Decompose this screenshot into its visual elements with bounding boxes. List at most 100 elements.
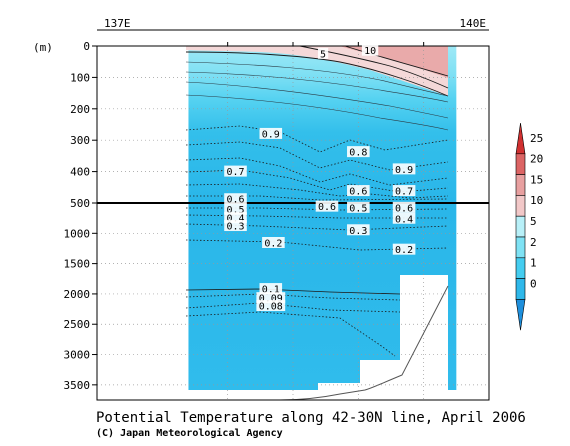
contour-label: 0.9 bbox=[262, 129, 280, 140]
colorbar-segment bbox=[515, 195, 526, 217]
contour-label: 0.08 bbox=[259, 302, 283, 313]
colorbar-label: 20 bbox=[530, 153, 543, 166]
contour-label-box bbox=[347, 201, 370, 213]
colorbar-label: 25 bbox=[530, 132, 543, 145]
contour-label-box bbox=[392, 243, 416, 255]
y-tick-label: 3500 bbox=[64, 379, 91, 392]
contour-label: 5 bbox=[320, 49, 326, 60]
y-tick-label: 200 bbox=[70, 103, 90, 116]
contour-label: 0.2 bbox=[264, 239, 282, 250]
y-tick-label: 300 bbox=[70, 134, 90, 147]
y-tick-label: 0 bbox=[83, 40, 90, 53]
contour-label-box bbox=[256, 292, 286, 304]
warm-core-layer bbox=[340, 46, 448, 78]
contour-label-box bbox=[224, 203, 247, 215]
colorbar-label: 15 bbox=[530, 173, 543, 186]
contour-label-box bbox=[224, 165, 247, 177]
contour-label-box bbox=[347, 146, 370, 158]
contour-label-box bbox=[317, 47, 329, 59]
contour-label: 0.8 bbox=[349, 148, 367, 159]
sea-floor-mask-5 bbox=[186, 275, 448, 400]
contour-label-box bbox=[262, 237, 285, 249]
contour-line-solid bbox=[344, 45, 449, 77]
y-tick-label: 100 bbox=[70, 71, 90, 84]
contour-label-box bbox=[392, 201, 416, 213]
contour-label: 0.1 bbox=[262, 285, 280, 296]
colorbar-segment bbox=[515, 257, 526, 279]
contour-line-solid bbox=[185, 94, 449, 131]
contour-label: 0.6 bbox=[318, 202, 336, 213]
colorbar-label: 2 bbox=[530, 236, 537, 249]
colorbar-label: 0 bbox=[530, 277, 537, 290]
contour-label-box bbox=[224, 193, 247, 205]
contour-label: 0.7 bbox=[226, 167, 244, 178]
colorbar-segment bbox=[515, 278, 526, 300]
colorbar-segment bbox=[515, 299, 526, 331]
contour-label: 0.6 bbox=[395, 203, 413, 214]
y-tick-label: 1000 bbox=[64, 227, 91, 240]
contour-line-solid bbox=[185, 51, 449, 97]
contour-label-box bbox=[259, 283, 283, 295]
contour-labels: 5 100.90.80.90.70.6 0.70.60.5 0.6 0.5 0.60.4 0… bbox=[224, 44, 416, 313]
contour-line-solid bbox=[185, 71, 449, 103]
colorbar-label: 1 bbox=[530, 257, 537, 270]
contour-label-box bbox=[224, 220, 247, 232]
chart-credit: (C) Japan Meteorological Agency bbox=[96, 428, 283, 439]
x-axis: 137E 140E bbox=[104, 17, 486, 30]
contour-line-solid bbox=[185, 288, 401, 295]
warm-surface-layer bbox=[186, 46, 448, 96]
contour-label-box bbox=[315, 200, 339, 212]
contour-label: 0.9 bbox=[395, 165, 413, 176]
y-axis: (m) 0 100 200 300 400 500 1000 1500 2000 2500 3000 3… bbox=[33, 40, 97, 392]
plot-frame bbox=[96, 29, 490, 401]
contour-line-dotted bbox=[185, 183, 449, 199]
contour-label-box bbox=[392, 163, 416, 175]
y-tick-label: 1500 bbox=[64, 258, 91, 271]
contour-label: 0.6 bbox=[349, 187, 367, 198]
contour-label: 0.4 bbox=[226, 214, 244, 225]
colorbar-label: 10 bbox=[530, 194, 543, 207]
contour-line-dotted bbox=[185, 311, 396, 357]
y-tick-label: 2000 bbox=[64, 288, 91, 301]
y-tick-label: 500 bbox=[70, 197, 90, 210]
colorbar-segment bbox=[515, 153, 526, 175]
sea-floor-mask-4 bbox=[186, 390, 448, 400]
contour-line-dotted bbox=[185, 157, 449, 186]
y-tick-label: 3000 bbox=[64, 349, 91, 362]
contour-line-dotted bbox=[185, 302, 401, 313]
temperature-field bbox=[186, 46, 457, 401]
contour-label: 10 bbox=[364, 46, 376, 57]
colorbar-segment bbox=[515, 122, 526, 155]
contour-line-dotted bbox=[185, 223, 449, 231]
contour-line-dotted bbox=[185, 293, 401, 301]
contour-label: 0.09 bbox=[259, 294, 283, 305]
contour-label-box bbox=[256, 300, 286, 312]
contour-label-box bbox=[347, 185, 370, 197]
x-tick-label: 137E bbox=[104, 17, 131, 30]
x-tick-label: 140E bbox=[460, 17, 487, 30]
colorbar-label: 5 bbox=[530, 215, 537, 228]
y-tick-label: 2500 bbox=[64, 318, 91, 331]
contour-label: 0.4 bbox=[395, 214, 413, 225]
colorbar-segment bbox=[515, 236, 526, 259]
colorbar-segment bbox=[515, 174, 526, 196]
contour-label: 0.5 bbox=[226, 205, 244, 216]
contour-label: 0.2 bbox=[395, 245, 413, 256]
contour-label-box bbox=[392, 212, 416, 224]
contour-label: 0.5 bbox=[349, 203, 367, 214]
contour-label-box bbox=[392, 185, 416, 197]
contour-label: 0.3 bbox=[349, 226, 367, 237]
contour-label-box bbox=[224, 212, 247, 224]
contour-label-box bbox=[347, 224, 370, 236]
contour-line-solid bbox=[185, 61, 449, 97]
chart-title: Potential Temperature along 42-30N line,… bbox=[96, 410, 526, 426]
colorbar-segment bbox=[515, 215, 526, 238]
contour-line-solid bbox=[185, 81, 449, 119]
contour-label: 0.7 bbox=[395, 187, 413, 198]
contour-label-box bbox=[361, 44, 379, 56]
contour-label-box bbox=[259, 127, 283, 139]
contour-label: 0.6 bbox=[226, 195, 244, 206]
contour-label: 0.3 bbox=[226, 222, 244, 233]
